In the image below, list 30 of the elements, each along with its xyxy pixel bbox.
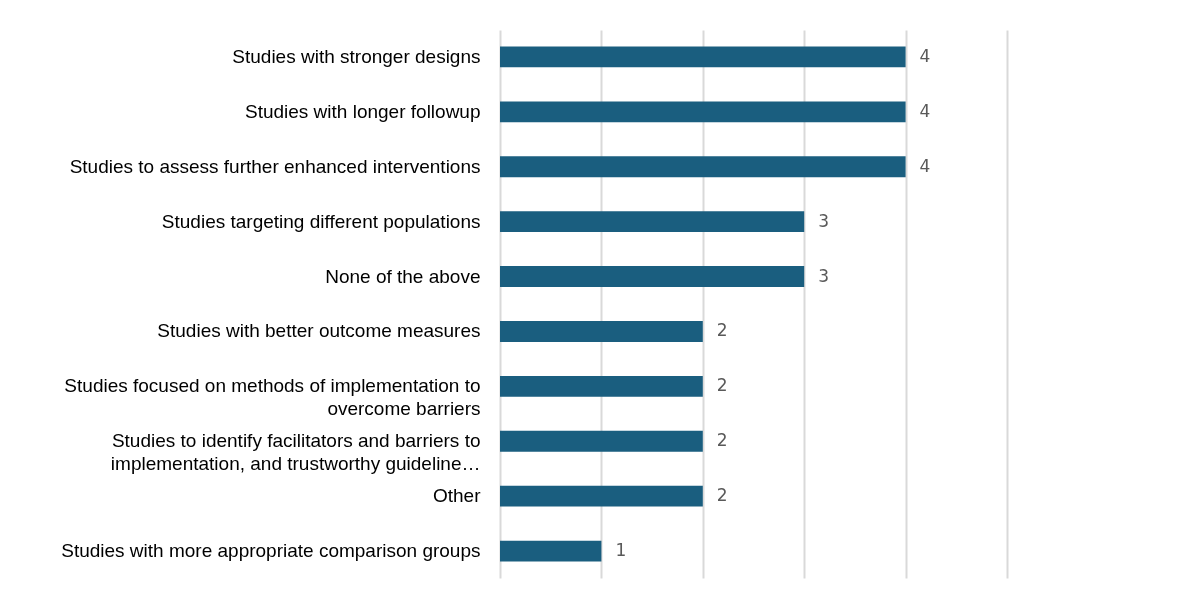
y-tick-label: Other bbox=[432, 485, 482, 507]
y-tick-label: Studies focused on methods of implementation to overcome barriers bbox=[64, 375, 481, 420]
y-tick-label: None of the above bbox=[325, 265, 481, 287]
data-label: 1 bbox=[615, 540, 627, 561]
bar bbox=[500, 46, 906, 68]
data-label: 4 bbox=[919, 155, 931, 176]
data-label: 2 bbox=[716, 320, 728, 341]
data-label: 4 bbox=[919, 100, 931, 121]
bar bbox=[500, 156, 906, 178]
data-label: 2 bbox=[716, 430, 728, 451]
y-tick-label: Studies with more appropriate comparison groups bbox=[61, 540, 481, 562]
y-tick-label: Studies targeting different populations bbox=[161, 210, 481, 232]
bar bbox=[500, 540, 602, 562]
y-tick-label: Studies with longer followup bbox=[244, 100, 481, 122]
y-tick-label: Studies with stronger designs bbox=[232, 45, 481, 67]
y-tick-label: Studies to assess further enhanced interventions bbox=[69, 155, 481, 177]
bar bbox=[500, 266, 805, 287]
y-tick-label: Studies to identify facilitators and barriers to implementation, and trustworthy guideline… bbox=[110, 430, 481, 475]
data-label: 2 bbox=[716, 485, 728, 506]
bar bbox=[500, 211, 805, 233]
bar bbox=[500, 375, 703, 397]
bar bbox=[500, 101, 906, 123]
y-tick-label: Studies with better outcome measures bbox=[157, 320, 481, 342]
bar bbox=[500, 321, 703, 342]
bar bbox=[500, 430, 703, 452]
bar bbox=[500, 485, 703, 507]
data-label: 2 bbox=[716, 375, 728, 396]
data-label: 3 bbox=[818, 265, 830, 286]
data-label: 4 bbox=[919, 45, 931, 66]
data-label: 3 bbox=[818, 210, 830, 231]
